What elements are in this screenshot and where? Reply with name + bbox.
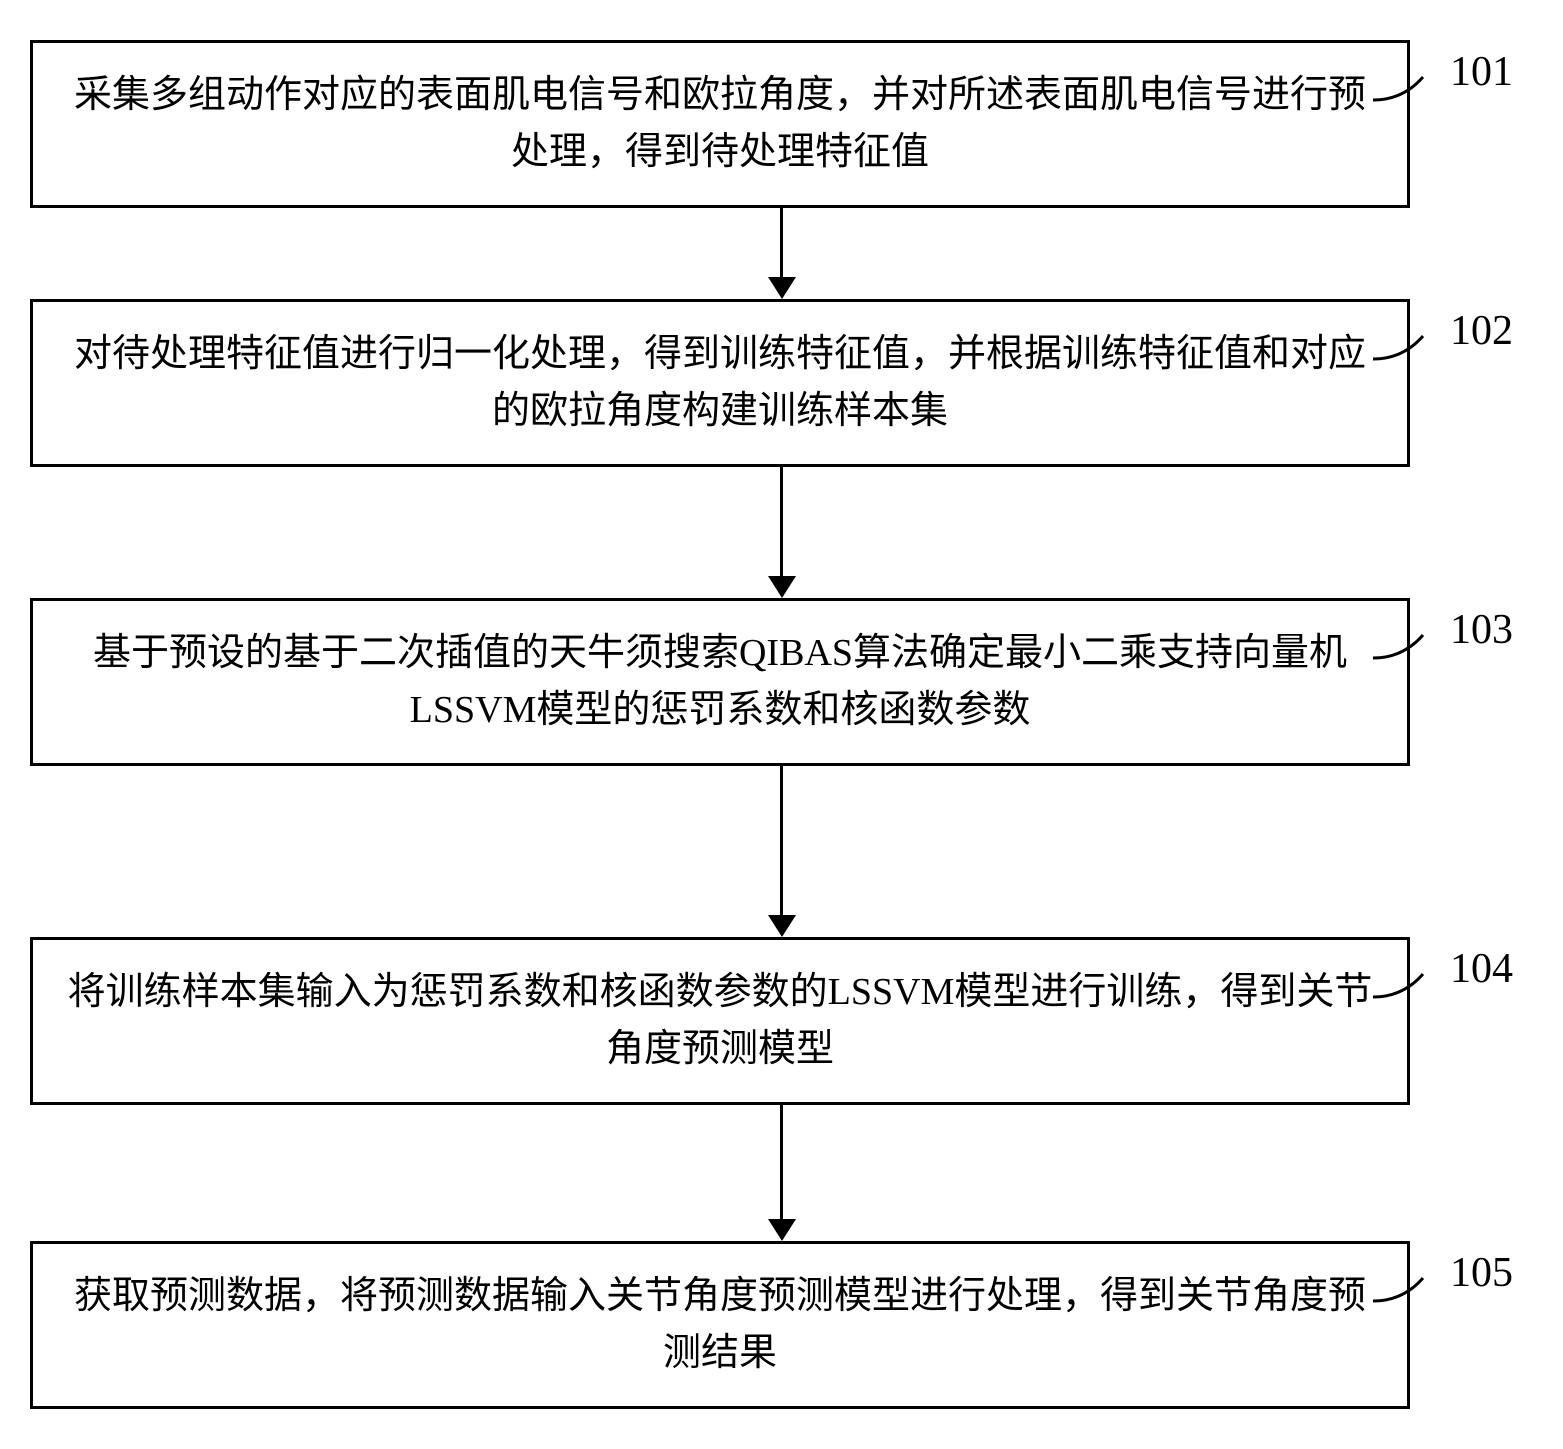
connector-104 — [1373, 969, 1443, 1009]
step-104-label: 104 — [1450, 945, 1513, 993]
step-105-container: 获取预测数据，将预测数据输入关节角度预测模型进行处理，得到关节角度预测结果 10… — [30, 1241, 1533, 1409]
arrow-2-container — [92, 467, 1472, 598]
step-102-container: 对待处理特征值进行归一化处理，得到训练特征值，并根据训练特征值和对应的欧拉角度构… — [30, 299, 1533, 467]
step-103-container: 基于预设的基于二次插值的天牛须搜索QIBAS算法确定最小二乘支持向量机LSSVM… — [30, 598, 1533, 766]
connector-101 — [1373, 72, 1443, 112]
arrow-4-head — [768, 1219, 796, 1241]
arrow-4-line — [780, 1105, 783, 1220]
step-101-container: 采集多组动作对应的表面肌电信号和欧拉角度，并对所述表面肌电信号进行预处理，得到待… — [30, 40, 1533, 208]
step-104-box: 将训练样本集输入为惩罚系数和核函数参数的LSSVM模型进行训练，得到关节角度预测… — [30, 937, 1410, 1105]
step-105-label: 105 — [1450, 1249, 1513, 1297]
connector-102 — [1373, 331, 1443, 371]
arrow-3-head — [768, 915, 796, 937]
step-103-box: 基于预设的基于二次插值的天牛须搜索QIBAS算法确定最小二乘支持向量机LSSVM… — [30, 598, 1410, 766]
arrow-1-head — [768, 277, 796, 299]
flowchart-container: 采集多组动作对应的表面肌电信号和欧拉角度，并对所述表面肌电信号进行预处理，得到待… — [30, 40, 1533, 1409]
step-104-text: 将训练样本集输入为惩罚系数和核函数参数的LSSVM模型进行训练，得到关节角度预测… — [63, 964, 1377, 1078]
step-101-label: 101 — [1450, 48, 1513, 96]
arrow-2 — [768, 467, 796, 598]
step-104-container: 将训练样本集输入为惩罚系数和核函数参数的LSSVM模型进行训练，得到关节角度预测… — [30, 937, 1533, 1105]
arrow-4-container — [92, 1105, 1472, 1241]
step-101-box: 采集多组动作对应的表面肌电信号和欧拉角度，并对所述表面肌电信号进行预处理，得到待… — [30, 40, 1410, 208]
arrow-3-line — [780, 766, 783, 916]
step-105-text: 获取预测数据，将预测数据输入关节角度预测模型进行处理，得到关节角度预测结果 — [63, 1268, 1377, 1382]
step-105-box: 获取预测数据，将预测数据输入关节角度预测模型进行处理，得到关节角度预测结果 — [30, 1241, 1410, 1409]
step-103-text: 基于预设的基于二次插值的天牛须搜索QIBAS算法确定最小二乘支持向量机LSSVM… — [63, 625, 1377, 739]
arrow-2-head — [768, 576, 796, 598]
arrow-1-line — [780, 208, 783, 278]
connector-105 — [1373, 1273, 1443, 1313]
arrow-2-line — [780, 467, 783, 577]
step-103-label: 103 — [1450, 606, 1513, 654]
arrow-1 — [768, 208, 796, 299]
connector-103 — [1373, 630, 1443, 670]
arrow-1-container — [92, 208, 1472, 299]
step-101-text: 采集多组动作对应的表面肌电信号和欧拉角度，并对所述表面肌电信号进行预处理，得到待… — [63, 67, 1377, 181]
step-102-label: 102 — [1450, 307, 1513, 355]
arrow-3-container — [92, 766, 1472, 937]
arrow-4 — [768, 1105, 796, 1241]
step-102-box: 对待处理特征值进行归一化处理，得到训练特征值，并根据训练特征值和对应的欧拉角度构… — [30, 299, 1410, 467]
step-102-text: 对待处理特征值进行归一化处理，得到训练特征值，并根据训练特征值和对应的欧拉角度构… — [63, 326, 1377, 440]
arrow-3 — [768, 766, 796, 937]
